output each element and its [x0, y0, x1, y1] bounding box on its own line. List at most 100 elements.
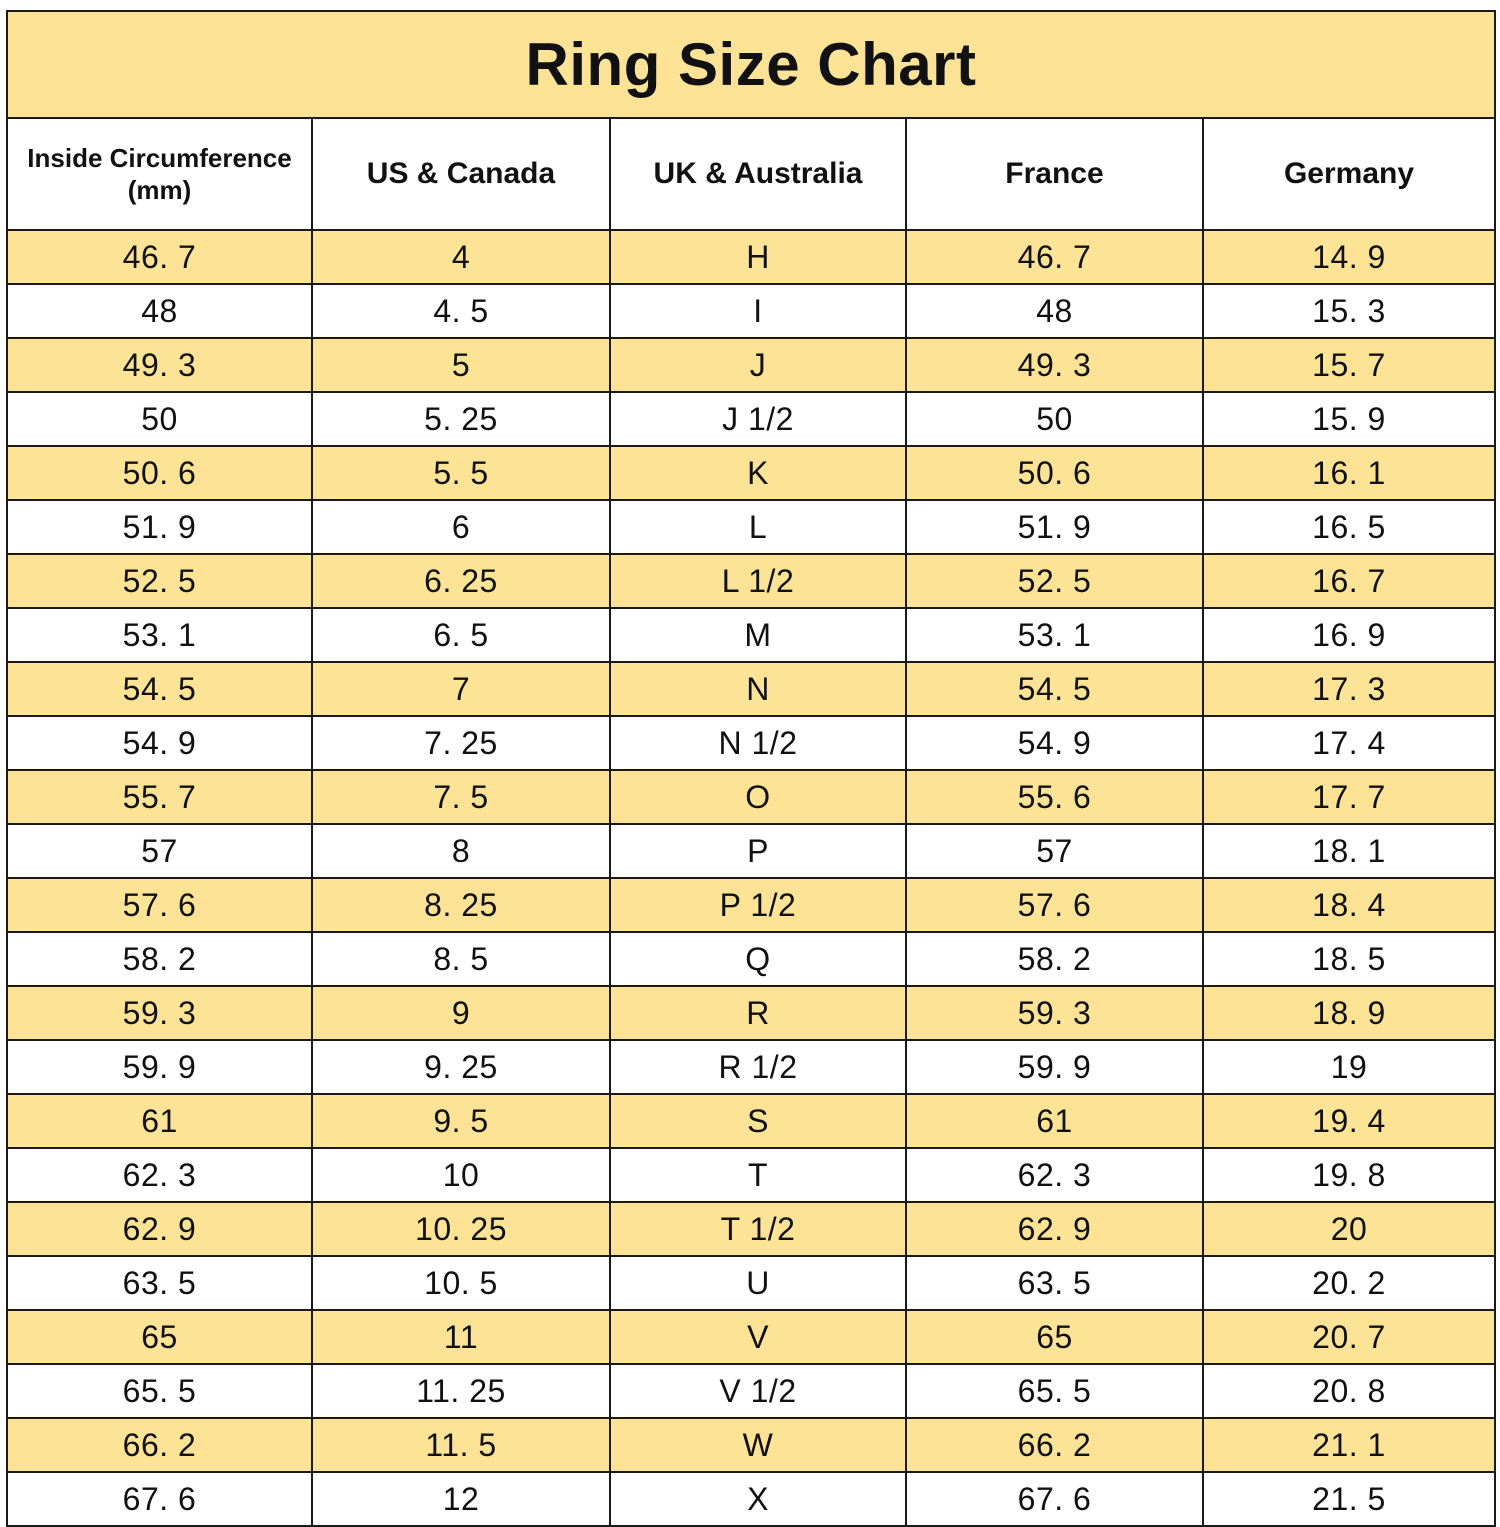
table-cell: M	[609, 607, 907, 663]
table-cell: 67. 6	[6, 1471, 313, 1527]
table-cell: 55. 7	[6, 769, 313, 825]
table-cell: T	[609, 1147, 907, 1203]
table-cell: L	[609, 499, 907, 555]
table-row: 59. 3 9 R 59. 3 18. 9	[6, 985, 1496, 1041]
table-cell: 54. 5	[905, 661, 1204, 717]
table-cell: 53. 1	[6, 607, 313, 663]
header-row: Inside Circumference (mm) US & Canada UK…	[6, 117, 1496, 231]
table-cell: P	[609, 823, 907, 879]
table-cell: 57	[6, 823, 313, 879]
table-cell: 63. 5	[6, 1255, 313, 1311]
table-cell: 46. 7	[6, 229, 313, 285]
table-cell: 15. 7	[1202, 337, 1496, 393]
table-cell: 50. 6	[6, 445, 313, 501]
table-cell: 21. 5	[1202, 1471, 1496, 1527]
table-cell: 59. 9	[905, 1039, 1204, 1095]
table-cell: 5. 5	[311, 445, 611, 501]
table-row: 65 11 V 65 20. 7	[6, 1309, 1496, 1365]
table-cell: N	[609, 661, 907, 717]
table-cell: 65	[6, 1309, 313, 1365]
table-cell: 18. 4	[1202, 877, 1496, 933]
table-cell: O	[609, 769, 907, 825]
table-cell: 62. 9	[905, 1201, 1204, 1257]
table-cell: 16. 9	[1202, 607, 1496, 663]
table-cell: J 1/2	[609, 391, 907, 447]
table-cell: 15. 9	[1202, 391, 1496, 447]
table-cell: 10. 5	[311, 1255, 611, 1311]
table-cell: 5. 25	[311, 391, 611, 447]
table-row: 62. 9 10. 25 T 1/2 62. 9 20	[6, 1201, 1496, 1257]
table-row: 46. 7 4 H 46. 7 14. 9	[6, 229, 1496, 285]
column-header-us-canada: US & Canada	[311, 117, 611, 231]
table-row: 52. 5 6. 25 L 1/2 52. 5 16. 7	[6, 553, 1496, 609]
table-cell: 62. 3	[6, 1147, 313, 1203]
table-cell: K	[609, 445, 907, 501]
table-row: 54. 9 7. 25 N 1/2 54. 9 17. 4	[6, 715, 1496, 771]
table-row: 58. 2 8. 5 Q 58. 2 18. 5	[6, 931, 1496, 987]
table-cell: 7. 25	[311, 715, 611, 771]
table-cell: I	[609, 283, 907, 339]
table-row: 51. 9 6 L 51. 9 16. 5	[6, 499, 1496, 555]
table-cell: 8. 25	[311, 877, 611, 933]
column-header-germany: Germany	[1202, 117, 1496, 231]
table-cell: 62. 3	[905, 1147, 1204, 1203]
table-cell: 16. 1	[1202, 445, 1496, 501]
page-title: Ring Size Chart	[6, 10, 1496, 119]
table-cell: 18. 5	[1202, 931, 1496, 987]
table-cell: P 1/2	[609, 877, 907, 933]
table-row: 57. 6 8. 25 P 1/2 57. 6 18. 4	[6, 877, 1496, 933]
table-row: 57 8 P 57 18. 1	[6, 823, 1496, 879]
table-cell: 66. 2	[905, 1417, 1204, 1473]
table-cell: N 1/2	[609, 715, 907, 771]
table-cell: 59. 3	[6, 985, 313, 1041]
table-cell: 57	[905, 823, 1204, 879]
table-cell: 58. 2	[905, 931, 1204, 987]
table-cell: 65. 5	[6, 1363, 313, 1419]
table-cell: L 1/2	[609, 553, 907, 609]
table-cell: 51. 9	[905, 499, 1204, 555]
table-cell: 6. 5	[311, 607, 611, 663]
table-cell: 9. 5	[311, 1093, 611, 1149]
table-cell: 10	[311, 1147, 611, 1203]
table-cell: V	[609, 1309, 907, 1365]
table-cell: 19	[1202, 1039, 1496, 1095]
table-row: 61 9. 5 S 61 19. 4	[6, 1093, 1496, 1149]
table-cell: T 1/2	[609, 1201, 907, 1257]
table-row: 50. 6 5. 5 K 50. 6 16. 1	[6, 445, 1496, 501]
table-cell: 19. 4	[1202, 1093, 1496, 1149]
table-cell: R	[609, 985, 907, 1041]
ring-size-chart-sheet: Ring Size Chart Inside Circumference (mm…	[0, 10, 1500, 1527]
table-cell: 48	[905, 283, 1204, 339]
table-cell: 57. 6	[905, 877, 1204, 933]
ring-size-table: Ring Size Chart Inside Circumference (mm…	[6, 10, 1496, 1527]
table-cell: 20. 2	[1202, 1255, 1496, 1311]
table-cell: 17. 4	[1202, 715, 1496, 771]
table-cell: 7. 5	[311, 769, 611, 825]
table-row: 48 4. 5 I 48 15. 3	[6, 283, 1496, 339]
table-cell: X	[609, 1471, 907, 1527]
table-cell: 11. 5	[311, 1417, 611, 1473]
table-row: 54. 5 7 N 54. 5 17. 3	[6, 661, 1496, 717]
table-cell: 16. 7	[1202, 553, 1496, 609]
table-cell: 59. 9	[6, 1039, 313, 1095]
table-cell: 61	[905, 1093, 1204, 1149]
table-cell: 51. 9	[6, 499, 313, 555]
table-cell: 50	[905, 391, 1204, 447]
table-row: 49. 3 5 J 49. 3 15. 7	[6, 337, 1496, 393]
table-cell: 65. 5	[905, 1363, 1204, 1419]
table-row: 55. 7 7. 5 O 55. 6 17. 7	[6, 769, 1496, 825]
table-cell: 20. 8	[1202, 1363, 1496, 1419]
table-cell: 9	[311, 985, 611, 1041]
table-cell: 54. 9	[6, 715, 313, 771]
table-cell: 17. 7	[1202, 769, 1496, 825]
table-cell: 8. 5	[311, 931, 611, 987]
table-cell: 12	[311, 1471, 611, 1527]
table-cell: 49. 3	[905, 337, 1204, 393]
table-cell: 53. 1	[905, 607, 1204, 663]
table-cell: 15. 3	[1202, 283, 1496, 339]
table-cell: 17. 3	[1202, 661, 1496, 717]
table-cell: 18. 9	[1202, 985, 1496, 1041]
table-cell: 20	[1202, 1201, 1496, 1257]
table-cell: 61	[6, 1093, 313, 1149]
table-cell: 21. 1	[1202, 1417, 1496, 1473]
